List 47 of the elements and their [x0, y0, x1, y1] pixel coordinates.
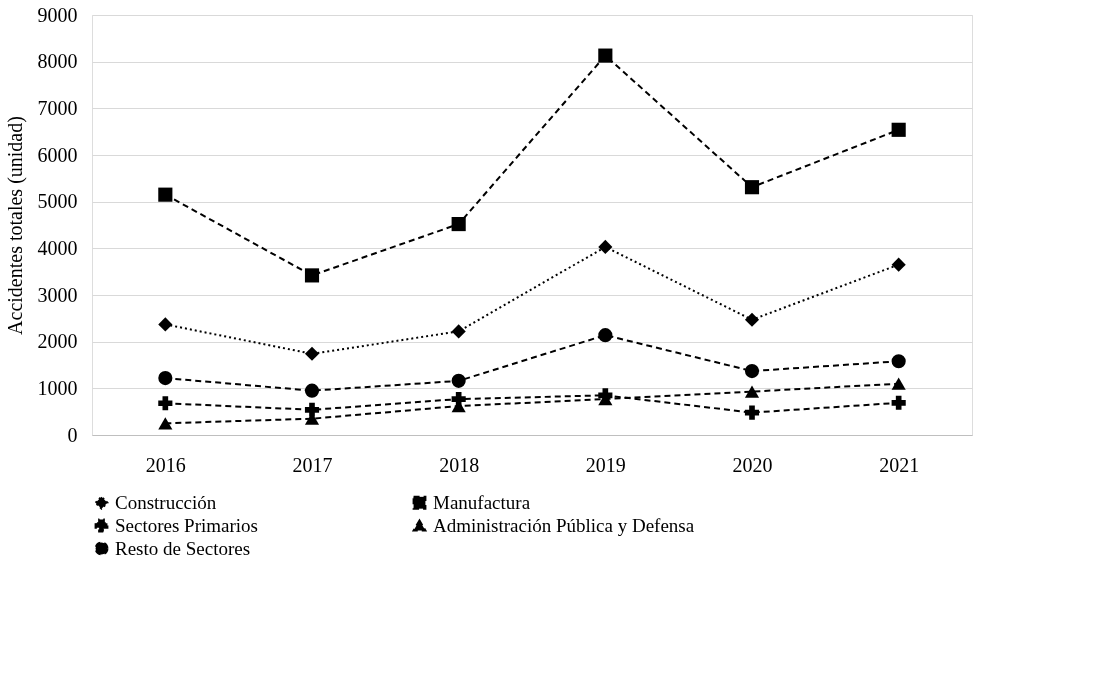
- point: [744, 312, 760, 327]
- y-tick-label: 4000: [37, 236, 78, 259]
- x-tick-label: 2020: [732, 453, 773, 476]
- point: [451, 217, 466, 232]
- x-tick-label: 2018: [439, 453, 480, 476]
- point: [744, 405, 760, 420]
- point: [158, 396, 173, 411]
- y-tick-label: 8000: [37, 50, 78, 73]
- y-tick-label: 9000: [37, 3, 78, 26]
- y-tick-label: 5000: [37, 190, 78, 213]
- point: [598, 328, 613, 343]
- point: [744, 385, 760, 398]
- y-tick-label: 3000: [37, 283, 78, 306]
- point: [158, 317, 173, 332]
- point: [744, 364, 760, 379]
- point: [891, 122, 906, 137]
- point: [891, 377, 906, 390]
- y-axis-title: Accidentes totales (unidad): [3, 116, 27, 335]
- y-tick-label: 1000: [37, 376, 78, 399]
- point: [304, 383, 320, 398]
- point: [451, 324, 466, 339]
- point: [304, 268, 320, 283]
- x-tick-label: 2019: [585, 453, 626, 476]
- x-tick-label: 2021: [879, 453, 920, 476]
- point: [891, 257, 906, 272]
- point: [158, 371, 173, 386]
- point: [304, 346, 320, 361]
- y-tick-label: 7000: [37, 96, 78, 119]
- point: [158, 417, 173, 430]
- y-tick-label: 6000: [37, 143, 78, 166]
- point: [304, 402, 320, 417]
- point: [891, 395, 906, 410]
- y-tick-label: 2000: [37, 330, 78, 353]
- point: [744, 180, 760, 195]
- legend-label: Administración Pública y Defensa: [433, 514, 695, 536]
- legend-label: Sectores Primarios: [115, 514, 259, 536]
- x-tick-label: 2017: [292, 453, 333, 476]
- point: [891, 354, 906, 369]
- point: [598, 239, 613, 254]
- point: [158, 187, 173, 202]
- x-tick-label: 2016: [145, 453, 186, 476]
- legend-label: Construcción: [115, 491, 217, 513]
- legend-label: Resto de Sectores: [115, 537, 251, 559]
- y-tick-label: 0: [67, 423, 78, 446]
- legend-label: Manufactura: [433, 491, 531, 513]
- point: [451, 373, 466, 388]
- point: [598, 48, 613, 63]
